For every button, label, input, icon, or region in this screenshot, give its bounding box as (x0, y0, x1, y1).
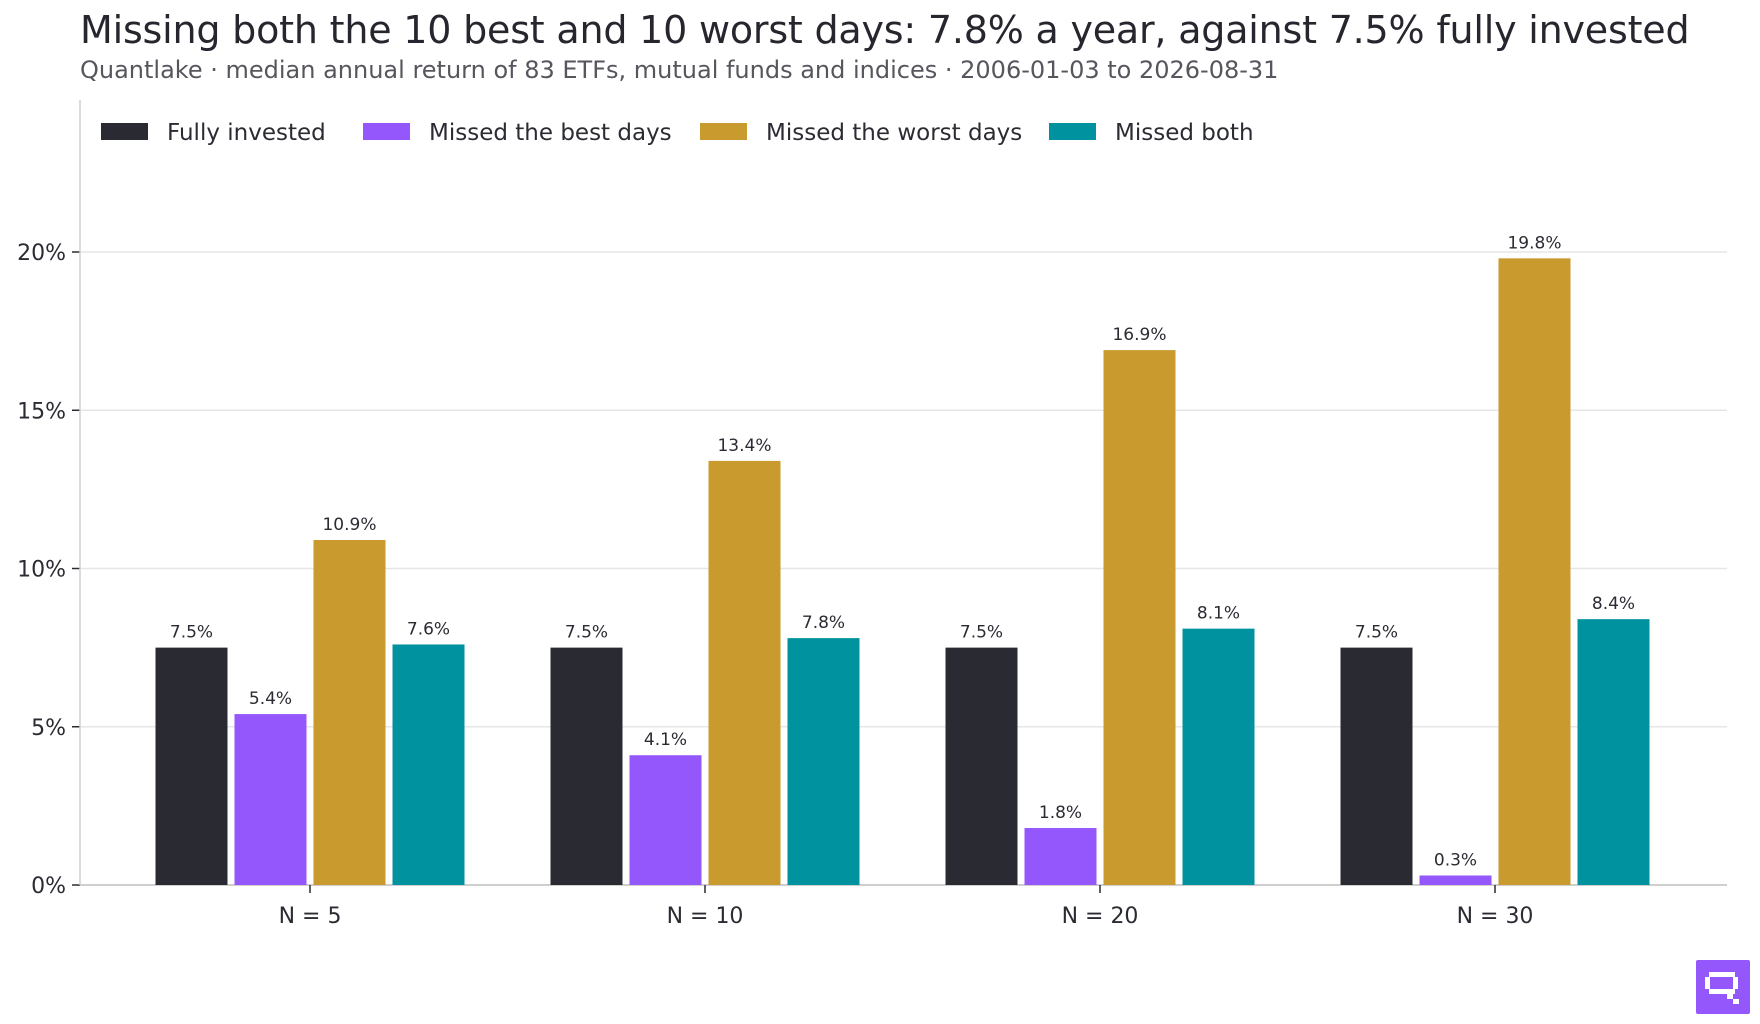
bar-fully-invested (550, 647, 623, 885)
bar-missed-worst-days (313, 540, 386, 885)
y-tick-label: 10% (17, 558, 66, 583)
chart-subtitle: Quantlake · median annual return of 83 E… (80, 56, 1279, 84)
y-tick-label: 5% (31, 716, 66, 741)
data-label: 19.8% (1507, 233, 1561, 253)
bar-missed-best-days (629, 755, 702, 885)
data-label: 7.5% (565, 623, 608, 643)
data-label: 7.5% (170, 623, 213, 643)
bar-missed-worst-days (1103, 350, 1176, 885)
y-tick-label: 20% (17, 241, 66, 266)
quantlake-logo-icon (1696, 960, 1750, 1014)
legend-swatch-missed-both (1049, 123, 1096, 140)
data-label: 8.4% (1592, 594, 1635, 614)
data-label: 7.5% (1355, 623, 1398, 643)
data-label: 13.4% (717, 436, 771, 456)
data-label: 7.6% (407, 619, 450, 639)
bar-missed-worst-days (708, 460, 781, 885)
y-tick-label: 15% (17, 399, 66, 424)
bar-missed-best-days (1024, 828, 1097, 885)
data-label: 1.8% (1039, 803, 1082, 823)
bar-fully-invested (945, 647, 1018, 885)
legend-label-missed-worst-days: Missed the worst days (766, 120, 1022, 146)
bar-missed-both (1577, 619, 1650, 885)
bar-missed-both (392, 644, 465, 885)
legend-swatch-fully-invested (101, 123, 148, 140)
data-label: 5.4% (249, 689, 292, 709)
data-label: 7.8% (802, 613, 845, 633)
bar-missed-best-days (234, 714, 307, 885)
bar-fully-invested (1340, 647, 1413, 885)
bar-missed-worst-days (1498, 258, 1571, 886)
data-label: 16.9% (1112, 325, 1166, 345)
x-tick-label: N = 10 (667, 904, 744, 929)
bars (155, 258, 1650, 886)
x-tick-label: N = 20 (1062, 904, 1139, 929)
bar-fully-invested (155, 647, 228, 885)
legend-label-missed-both: Missed both (1115, 120, 1254, 146)
legend-swatch-missed-best-days (363, 123, 410, 140)
bar-missed-both (1182, 628, 1255, 885)
chart-title: Missing both the 10 best and 10 worst da… (80, 8, 1690, 52)
x-tick-label: N = 5 (279, 904, 342, 929)
legend-swatch-missed-worst-days (700, 123, 747, 140)
data-label: 0.3% (1434, 851, 1477, 871)
data-label: 7.5% (960, 623, 1003, 643)
data-labels: 7.5% 5.4% 10.9% 7.6% 7.5% 4.1% 13.4% 7.8% 7.5% 1.… (170, 233, 1635, 870)
data-label: 4.1% (644, 730, 687, 750)
y-tick-label: 0% (31, 874, 66, 899)
data-label: 8.1% (1197, 604, 1240, 624)
axes: 0% 5% 10% 15% 20% N = 5 N = 10 N = 20 N = 30 (17, 100, 1727, 929)
data-label: 10.9% (322, 515, 376, 535)
legend-label-fully-invested: Fully invested (167, 120, 326, 146)
x-tick-label: N = 30 (1457, 904, 1534, 929)
bar-missed-both (787, 638, 860, 885)
bar-missed-best-days (1419, 875, 1492, 885)
legend-label-missed-best-days: Missed the best days (429, 120, 672, 146)
legend: Fully invested Missed the best days Missed… (101, 120, 1254, 146)
